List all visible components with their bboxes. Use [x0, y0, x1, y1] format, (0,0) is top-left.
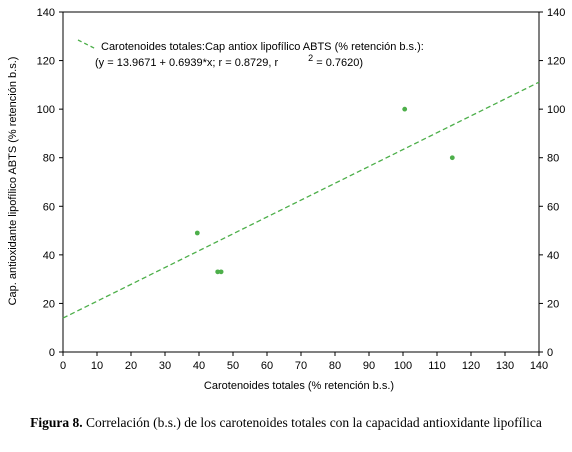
y-tick-label-right: 0: [547, 347, 553, 359]
x-tick-label: 30: [159, 360, 171, 372]
plot-area: 0 10 20 30 40 50 60 70 80 90 100 110 120 130 140 02040…: [37, 7, 566, 372]
x-tick-label: 10: [91, 360, 103, 372]
y-tick-label-left: 60: [43, 201, 55, 213]
data-point: [449, 155, 455, 161]
y-axis-right-ticks: 0 20 40 60 80 100 120 140: [539, 7, 565, 359]
y-tick-label-left: 100: [37, 104, 55, 116]
y-tick-label-left: 20: [43, 298, 55, 310]
y-tick-label-left: 0: [49, 347, 55, 359]
x-axis-title: Carotenoides totales (% retención b.s.): [204, 380, 394, 392]
x-tick-label: 120: [462, 360, 480, 372]
y-tick-label-right: 60: [547, 201, 559, 213]
legend-superscript: 2: [308, 53, 313, 63]
y-tick-label-left: 120: [37, 56, 55, 68]
data-point: [402, 106, 408, 112]
x-tick-label: 40: [193, 360, 205, 372]
x-tick-label: 130: [496, 360, 514, 372]
figure-caption: Figura 8. Correlación (b.s.) de los caro…: [0, 414, 572, 431]
y-tick-label-right: 40: [547, 250, 559, 262]
data-point: [218, 269, 224, 275]
legend-equation: (: [95, 57, 99, 69]
regression-line: [62, 81, 540, 319]
x-tick-label: 50: [227, 360, 239, 372]
x-tick-label: 80: [329, 360, 341, 372]
y-tick-label-left: 40: [43, 250, 55, 262]
legend-swatch: [77, 39, 97, 50]
y-axis-title: Cap. antioxidante lipofílico ABTS (% ret…: [7, 57, 19, 306]
y-tick-label-right: 120: [547, 56, 565, 68]
caption-text: Correlación (b.s.) de los carotenoides t…: [82, 415, 542, 430]
y-tick-label-right: 80: [547, 153, 559, 165]
y-tick-label-right: 20: [547, 298, 559, 310]
scatter-chart: 0 10 20 30 40 50 60 70 80 90 100 110 120 130 140 02040…: [7, 7, 566, 392]
legend: Carotenoides totales:Cap antiox lipofíli…: [77, 39, 424, 69]
x-tick-label: 0: [60, 360, 66, 372]
legend-equation-main: y = 13.9671 + 0.6939*x; r = 0.8729, r: [99, 57, 279, 69]
data-points: [194, 106, 455, 275]
x-tick-label: 90: [363, 360, 375, 372]
y-tick-label-right: 100: [547, 104, 565, 116]
y-tick-label-left: 80: [43, 153, 55, 165]
data-point: [215, 269, 221, 275]
x-tick-label: 70: [295, 360, 307, 372]
x-tick-label: 100: [394, 360, 412, 372]
caption-label: Figura 8.: [30, 415, 83, 430]
x-tick-label: 60: [261, 360, 273, 372]
x-tick-label: 140: [530, 360, 548, 372]
x-axis-ticks: 0 10 20 30 40 50 60 70 80 90 100 110 120 130 140: [60, 352, 548, 372]
data-point: [194, 230, 200, 236]
legend-line-1: Carotenoides totales:Cap antiox lipofíli…: [101, 41, 424, 53]
x-tick-label: 110: [428, 360, 446, 372]
x-tick-label: 20: [125, 360, 137, 372]
y-tick-label-right: 140: [547, 7, 565, 19]
y-tick-label-left: 140: [37, 7, 55, 19]
y-axis-left-ticks: 0 20 40 60 80 100 120 140: [37, 7, 63, 359]
legend-equation-end: = 0.7620): [313, 57, 363, 69]
